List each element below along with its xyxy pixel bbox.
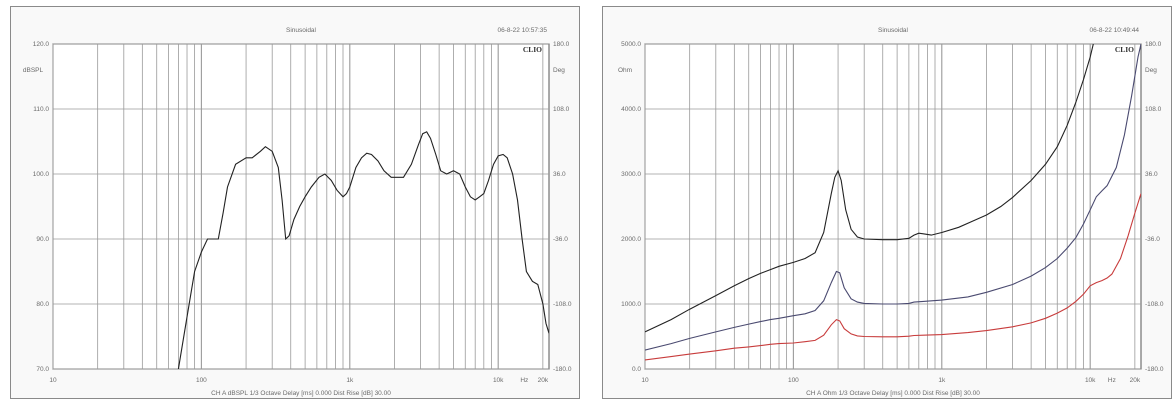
y2-tick-label: -36.0: [553, 236, 568, 243]
y-axis-unit: dBSPL: [23, 67, 44, 74]
x-tick-label: 100: [196, 377, 207, 384]
series-line: [177, 131, 549, 369]
x-tick-label: 10: [49, 377, 57, 384]
y2-tick-label: 180.0: [1145, 41, 1162, 48]
y2-tick-label: -36.0: [1145, 236, 1160, 243]
spl-chart: Sinusoidal 06-8-22 10:57:35 CLIO 120.0 110.0…: [23, 27, 572, 397]
impedance-chart: Sinusoidal 06-8-22 10:49:44 CLIO 5000.0 4000…: [618, 27, 1164, 397]
y2-tick-label: 108.0: [1145, 106, 1162, 113]
y-tick-label: 0.0: [632, 366, 641, 373]
y2-tick-label: 36.0: [1145, 171, 1158, 178]
chart-footer: CH A Ohm 1/3 Octave Delay [ms] 0.000 Dis…: [806, 390, 980, 397]
chart-timestamp: 06-8-22 10:57:35: [497, 27, 547, 34]
x-tick-label: 1k: [346, 377, 354, 384]
x-tick-label: Hz: [1108, 377, 1116, 384]
y2-axis-unit: Deg: [553, 67, 565, 74]
y-tick-label: 90.0: [36, 236, 49, 243]
plot-area: [644, 43, 1142, 370]
y2-tick-label: -180.0: [1145, 366, 1164, 373]
brand-label: CLIO: [523, 45, 542, 54]
y2-tick-label: 180.0: [553, 41, 570, 48]
chart-title: Sinusoidal: [878, 27, 909, 34]
y-tick-label: 1000.0: [621, 301, 641, 308]
y-tick-label: 5000.0: [621, 41, 641, 48]
x-tick-label: Hz: [520, 377, 528, 384]
series-line: [645, 44, 1141, 351]
y-tick-label: 4000.0: [621, 106, 641, 113]
y-tick-label: 80.0: [36, 301, 49, 308]
x-tick-label: 20k: [1130, 377, 1141, 384]
x-tick-label: 10k: [1085, 377, 1096, 384]
x-tick-label: 10: [641, 377, 649, 384]
plot-area: [52, 43, 550, 370]
y-tick-label: 100.0: [33, 171, 50, 178]
y2-tick-label: 36.0: [553, 171, 566, 178]
y-tick-label: 120.0: [33, 41, 50, 48]
chart-title: Sinusoidal: [286, 27, 317, 34]
y-axis-unit: Ohm: [618, 67, 632, 74]
chart-timestamp: 06-8-22 10:49:44: [1089, 27, 1139, 34]
series-line: [645, 193, 1141, 361]
y-tick-label: 70.0: [36, 366, 49, 373]
x-tick-label: 20k: [538, 377, 549, 384]
y-tick-label: 3000.0: [621, 171, 641, 178]
x-tick-label: 10k: [493, 377, 504, 384]
y-tick-label: 2000.0: [621, 236, 641, 243]
y2-tick-label: -108.0: [553, 301, 572, 308]
y2-tick-label: -108.0: [1145, 301, 1164, 308]
x-tick-label: 100: [788, 377, 799, 384]
y2-tick-label: 108.0: [553, 106, 570, 113]
spl-chart-panel: Sinusoidal 06-8-22 10:57:35 CLIO 120.0 110.0…: [10, 6, 580, 399]
chart-footer: CH A dBSPL 1/3 Octave Delay [ms] 0.000 D…: [211, 390, 391, 397]
y2-tick-label: -180.0: [553, 366, 572, 373]
series-line: [645, 44, 1094, 333]
impedance-chart-panel: Sinusoidal 06-8-22 10:49:44 CLIO 5000.0 4000…: [602, 6, 1172, 399]
y-tick-label: 110.0: [33, 106, 49, 113]
y2-axis-unit: Deg: [1145, 67, 1157, 74]
brand-label: CLIO: [1115, 45, 1134, 54]
x-tick-label: 1k: [938, 377, 946, 384]
